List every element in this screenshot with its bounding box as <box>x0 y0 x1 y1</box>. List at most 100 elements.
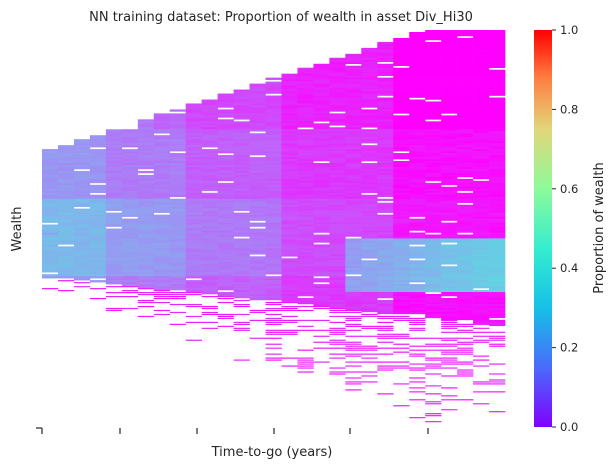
heatmap-cell <box>441 198 458 202</box>
heatmap-cell <box>473 45 490 49</box>
heatmap-cell <box>281 174 298 178</box>
heatmap-cell <box>441 103 458 106</box>
heatmap-cell <box>441 33 458 37</box>
heatmap-cell <box>313 200 330 203</box>
heatmap-cell <box>201 99 218 102</box>
heatmap-cell <box>441 164 458 168</box>
heatmap-cell <box>265 153 282 156</box>
heatmap-cell <box>345 262 362 265</box>
heatmap-cell <box>489 53 506 57</box>
heatmap-cell <box>393 93 410 96</box>
heatmap-cell <box>377 89 394 92</box>
heatmap-cell <box>361 288 378 291</box>
heatmap-cell <box>361 230 378 233</box>
heatmap-cell <box>121 202 139 205</box>
heatmap-cell <box>169 270 186 273</box>
heatmap-cell <box>121 220 139 223</box>
heatmap-cell <box>329 196 346 200</box>
heatmap-cell <box>105 240 123 243</box>
heatmap-cell <box>361 349 378 351</box>
heatmap-cell <box>329 222 346 225</box>
heatmap-cell <box>185 240 202 243</box>
heatmap-cell <box>377 93 394 96</box>
heatmap-cell <box>441 206 458 209</box>
heatmap-cell <box>377 329 394 331</box>
heatmap-cell <box>473 121 490 124</box>
heatmap-cell <box>377 97 394 100</box>
heatmap-cell <box>201 123 218 126</box>
heatmap-cell <box>249 200 266 203</box>
heatmap-cell <box>489 250 506 253</box>
heatmap-cell <box>489 178 506 182</box>
heatmap-cell <box>329 170 346 174</box>
heatmap-cell <box>121 145 139 148</box>
heatmap-cell <box>185 288 202 291</box>
heatmap-cell <box>185 155 202 158</box>
heatmap-cell <box>73 208 91 211</box>
heatmap-cell <box>329 272 346 275</box>
heatmap-cell <box>281 262 298 265</box>
heatmap-cell <box>457 103 474 106</box>
heatmap-cell <box>345 303 362 307</box>
heatmap-cell <box>329 311 346 314</box>
heatmap-cell <box>169 262 186 265</box>
heatmap-cell <box>377 67 394 71</box>
heatmap-cell <box>345 137 362 140</box>
heatmap-cell <box>249 198 266 202</box>
heatmap-cell <box>201 155 218 158</box>
heatmap-cell <box>361 276 378 279</box>
heatmap-cell <box>137 139 155 142</box>
heatmap-cell <box>489 226 506 229</box>
heatmap-cell <box>297 190 314 194</box>
heatmap-cell <box>105 194 123 198</box>
heatmap-cell <box>441 216 458 219</box>
heatmap-cell <box>281 276 298 279</box>
heatmap-cell <box>489 97 506 100</box>
heatmap-cell <box>457 270 474 273</box>
heatmap-cell <box>457 276 474 279</box>
heatmap-cell <box>121 180 139 184</box>
heatmap-cell <box>393 288 410 291</box>
heatmap-cell <box>457 121 474 124</box>
heatmap-cell <box>377 280 394 283</box>
heatmap-cell <box>345 83 362 86</box>
heatmap-cell <box>249 151 266 154</box>
heatmap-cell <box>345 355 362 357</box>
heatmap-cell <box>425 246 442 249</box>
heatmap-cell <box>345 149 362 152</box>
heatmap-cell <box>137 164 155 168</box>
heatmap-cell <box>377 216 394 219</box>
heatmap-cell <box>377 105 394 108</box>
heatmap-cell <box>265 272 282 275</box>
heatmap-cell <box>201 125 218 128</box>
heatmap-cell <box>169 200 186 203</box>
heatmap-cell <box>361 240 378 243</box>
heatmap-cell <box>137 200 155 203</box>
heatmap-cell <box>313 163 330 166</box>
heatmap-cell <box>233 123 250 126</box>
heatmap-cell <box>313 133 330 136</box>
heatmap-cell <box>409 93 426 96</box>
heatmap-cell <box>489 57 506 61</box>
heatmap-cell <box>361 117 378 120</box>
heatmap-cell <box>169 180 186 184</box>
heatmap-cell <box>425 192 442 196</box>
heatmap-cell <box>201 163 218 166</box>
heatmap-cell <box>473 266 490 269</box>
heatmap-cell <box>42 270 59 273</box>
heatmap-cell <box>233 359 250 361</box>
heatmap-cell <box>473 172 490 176</box>
heatmap-cell <box>377 258 394 261</box>
heatmap-cell <box>457 256 474 259</box>
heatmap-cell <box>473 292 490 295</box>
heatmap-cell <box>137 256 155 259</box>
heatmap-cell <box>281 268 298 271</box>
heatmap-cell <box>361 166 378 170</box>
heatmap-cell <box>441 315 458 319</box>
heatmap-cell <box>313 168 330 172</box>
heatmap-cell <box>425 248 442 251</box>
heatmap-cell <box>377 47 394 51</box>
heatmap-cell <box>73 159 91 162</box>
heatmap-cell <box>217 282 234 285</box>
heatmap-cell <box>441 194 458 198</box>
